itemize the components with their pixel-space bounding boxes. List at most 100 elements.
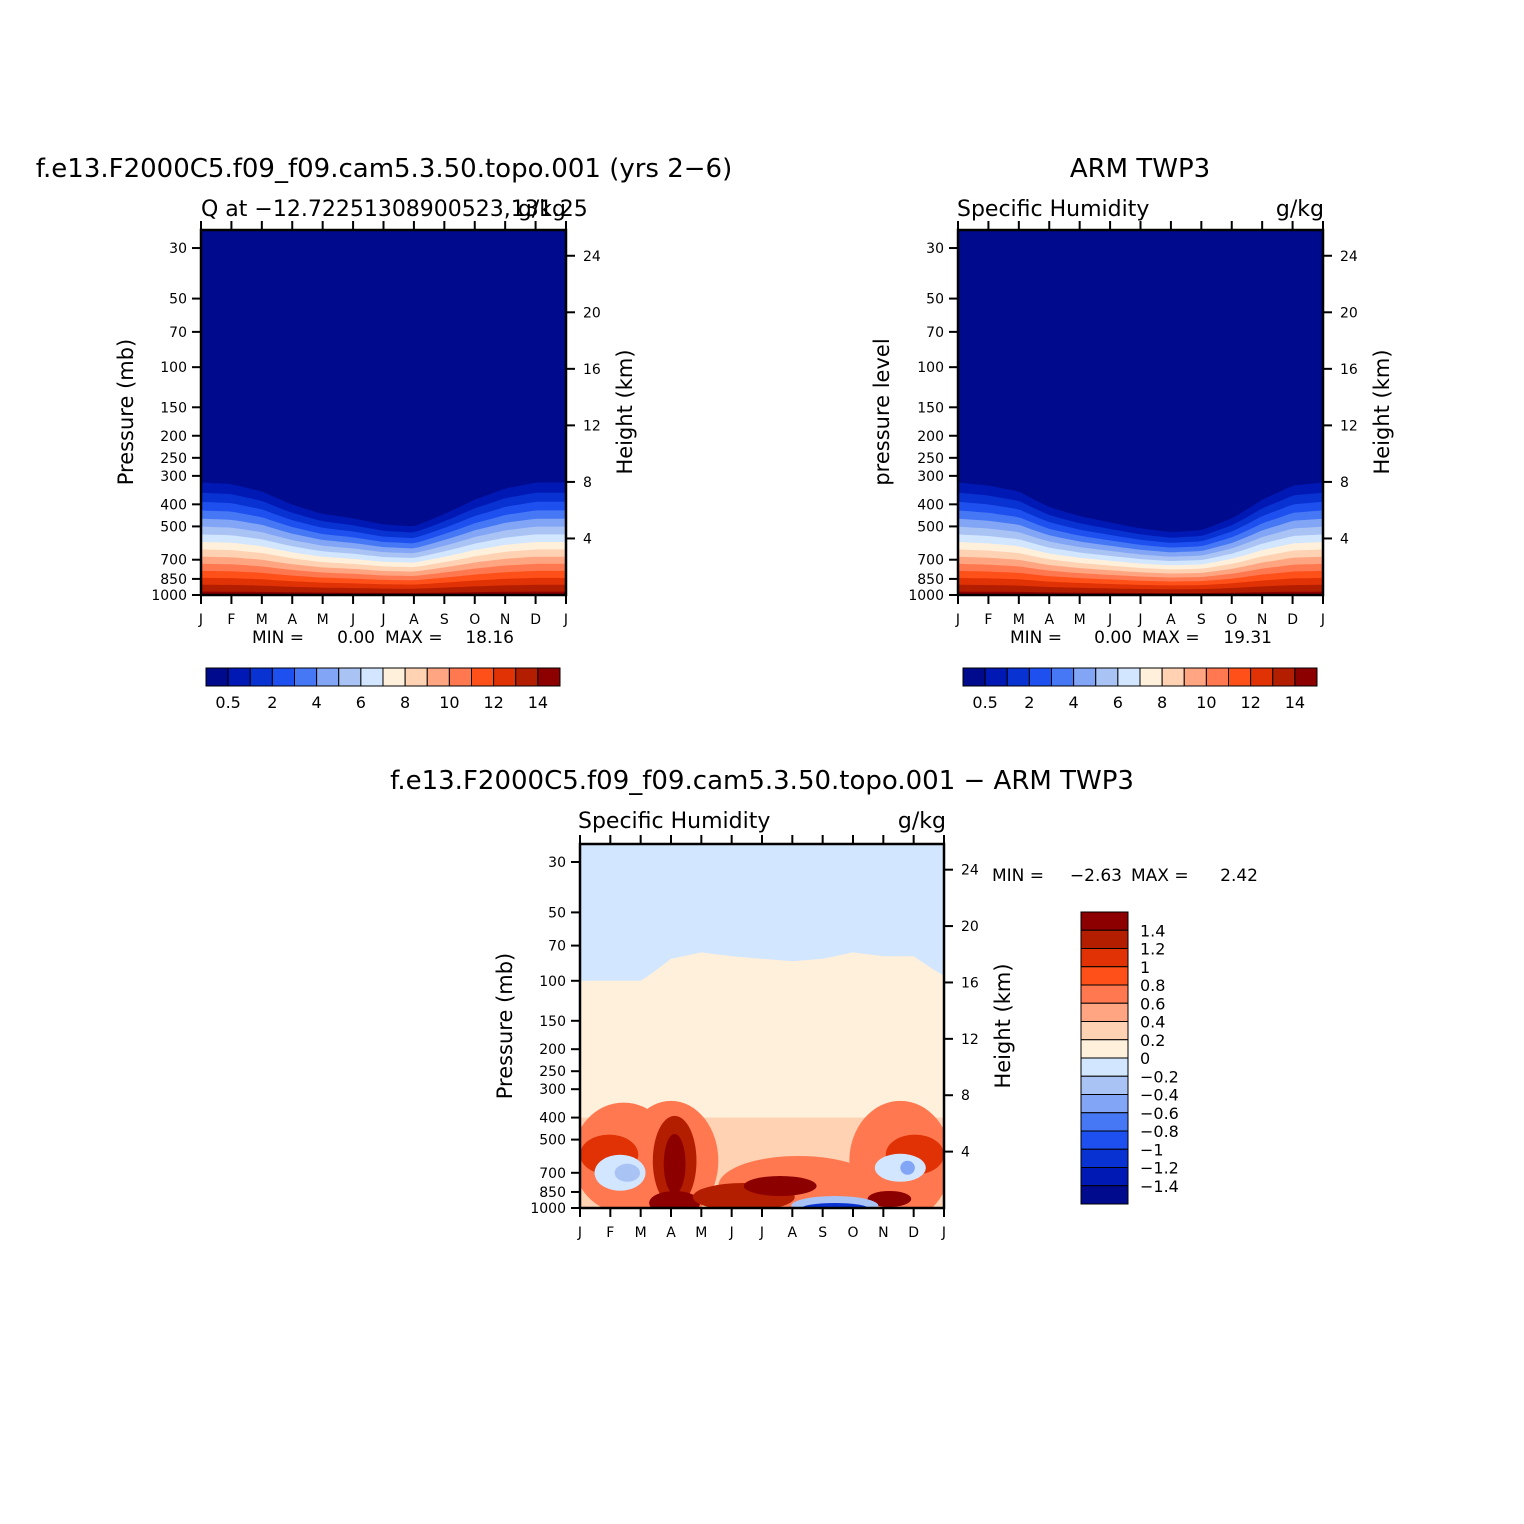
colorbar-box	[1228, 667, 1252, 687]
colorbar-box	[1250, 667, 1274, 687]
colorbar-box	[537, 667, 561, 687]
colorbar-label: 2	[267, 693, 277, 712]
colorbar-box	[1080, 1148, 1129, 1168]
pressure-tick-label: 30	[548, 855, 566, 871]
colorbar-label: 6	[1113, 693, 1123, 712]
pressure-tick-label: 400	[917, 497, 944, 513]
colorbar-box	[1095, 667, 1119, 687]
colorbar-label: 1.2	[1140, 940, 1165, 959]
pressure-tick-label: 500	[539, 1133, 566, 1149]
colorbar-box	[493, 667, 517, 687]
colorbar-box	[271, 667, 295, 687]
field-blob	[614, 1163, 641, 1182]
month-tick-label: A	[666, 1225, 676, 1241]
colorbar-label: 1	[1140, 958, 1150, 977]
height-tick-label: 8	[961, 1088, 970, 1104]
pressure-tick-label: 150	[917, 400, 944, 416]
panel-diff-field	[580, 844, 944, 1208]
panel-obs-field	[958, 230, 1323, 595]
pressure-tick-label: 850	[539, 1185, 566, 1201]
colorbar-label: 14	[1285, 693, 1305, 712]
month-tick-label: J	[577, 1225, 582, 1241]
pressure-tick-label: 100	[160, 360, 187, 376]
panel-obs-subtitle-left: Specific Humidity	[957, 197, 1149, 222]
colorbar-label: 6	[356, 693, 366, 712]
height-tick-label: 8	[583, 475, 592, 491]
colorbar-box	[471, 667, 495, 687]
colorbar-box	[1080, 911, 1129, 931]
colorbar-box	[1205, 667, 1229, 687]
pressure-tick-label: 70	[548, 939, 566, 955]
colorbar-box	[1073, 667, 1097, 687]
month-tick-label: S	[440, 612, 449, 628]
colorbar-label: 4	[1069, 693, 1079, 712]
height-tick-label: 20	[1340, 305, 1358, 321]
month-tick-label: O	[1226, 612, 1237, 628]
month-tick-label: J	[380, 612, 385, 628]
colorbar-box	[338, 667, 362, 687]
month-tick-label: M	[317, 612, 329, 628]
colorbar-label: 8	[400, 693, 410, 712]
month-tick-label: J	[759, 1225, 764, 1241]
colorbar-box	[1161, 667, 1185, 687]
month-tick-label: N	[878, 1225, 888, 1241]
pressure-tick-label: 250	[539, 1064, 566, 1080]
colorbar-box	[1080, 1185, 1129, 1205]
pressure-tick-label: 50	[169, 292, 187, 308]
colorbar-label: −1	[1140, 1140, 1164, 1159]
month-tick-label: J	[941, 1225, 946, 1241]
colorbar-box	[1080, 948, 1129, 968]
month-tick-label: A	[788, 1225, 798, 1241]
panel-diff-colorbar: 1.41.210.80.60.40.20−0.2−0.4−0.6−0.8−1−1…	[1080, 911, 1179, 1205]
panel-model-max-value: 18.16	[465, 628, 514, 648]
pressure-tick-label: 850	[917, 572, 944, 588]
panel-diff-max-value: 2.42	[1220, 866, 1258, 886]
colorbar-box	[448, 667, 472, 687]
panel-model-colorbar: 0.5 2 4 6 8 10 12 14	[205, 667, 561, 712]
colorbar-label: −0.4	[1140, 1086, 1179, 1105]
pressure-tick-label: 50	[926, 292, 944, 308]
colorbar-box	[1080, 1075, 1129, 1095]
pressure-tick-label: 200	[539, 1042, 566, 1058]
month-tick-label: D	[530, 612, 541, 628]
colorbar-label: 2	[1024, 693, 1034, 712]
colorbar-box	[1272, 667, 1296, 687]
colorbar-label: 0.4	[1140, 1013, 1165, 1032]
colorbar-box	[1080, 1002, 1129, 1022]
colorbar-label: −0.8	[1140, 1122, 1179, 1141]
pressure-tick-label: 700	[539, 1166, 566, 1182]
colorbar-box	[1117, 667, 1141, 687]
panel-model-min-label: MIN =	[252, 628, 304, 648]
colorbar-label: 4	[312, 693, 322, 712]
pressure-tick-label: 30	[169, 241, 187, 257]
month-tick-label: O	[847, 1225, 858, 1241]
panel-obs-max-value: 19.31	[1223, 628, 1272, 648]
panel-model-subtitle-right: g/kg	[518, 197, 566, 222]
colorbar-label: −1.4	[1140, 1177, 1179, 1196]
height-tick-label: 16	[583, 362, 601, 378]
month-tick-label: M	[695, 1225, 707, 1241]
pressure-tick-label: 850	[160, 572, 187, 588]
colorbar-box	[426, 667, 450, 687]
height-tick-label: 16	[961, 975, 979, 991]
panel-diff: f.e13.F2000C5.f09_f09.cam5.3.50.topo.001…	[390, 766, 1258, 1241]
panel-obs-min-label: MIN =	[1010, 628, 1062, 648]
panel-model-min-value: 0.00	[337, 628, 375, 648]
colorbar-label: −0.6	[1140, 1104, 1179, 1123]
colorbar-box	[1080, 1057, 1129, 1077]
colorbar-label: 10	[439, 693, 459, 712]
pressure-tick-label: 1000	[908, 588, 944, 604]
colorbar-label: 0.8	[1140, 976, 1165, 995]
colorbar-box	[1080, 1021, 1129, 1041]
colorbar-label: 1.4	[1140, 921, 1165, 940]
panel-obs-colorbar: 0.5 2 4 6 8 10 12 14	[962, 667, 1318, 712]
colorbar-box	[1080, 1130, 1129, 1150]
colorbar-box	[1080, 1112, 1129, 1132]
pressure-tick-label: 250	[160, 451, 187, 467]
colorbar-box	[515, 667, 539, 687]
colorbar-box	[1080, 966, 1129, 986]
panel-obs-max-label: MAX =	[1142, 628, 1200, 648]
pressure-tick-label: 200	[917, 429, 944, 445]
